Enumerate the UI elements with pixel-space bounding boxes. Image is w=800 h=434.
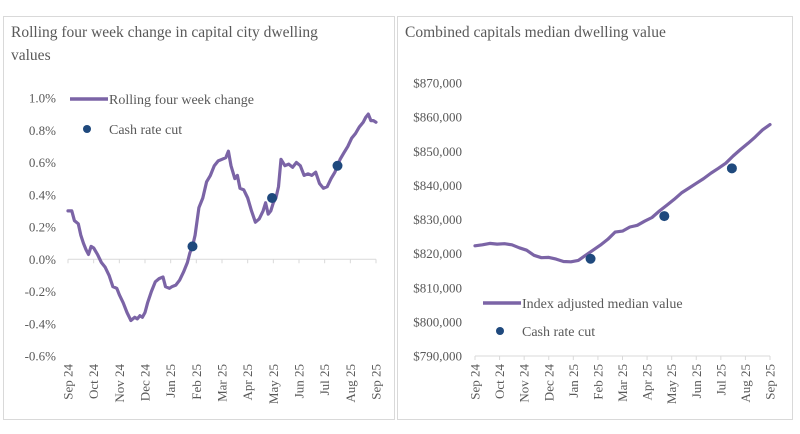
- right-x-tick-label: May 25: [664, 364, 679, 404]
- right-x-tick-label: Apr 25: [640, 364, 655, 400]
- left-y-tick-label: -0.2%: [25, 284, 57, 299]
- left-x-tick-label: Sep 25: [369, 364, 384, 400]
- right-y-tick-label: $800,000: [413, 314, 462, 329]
- right-x-tick-label: Sep 25: [763, 364, 778, 400]
- left-x-tick-label: Feb 25: [189, 364, 204, 400]
- left-x-tick-label: Dec 24: [138, 364, 153, 402]
- left-y-tick-label: -0.4%: [25, 316, 57, 331]
- left-y-tick-label: 0.8%: [29, 123, 56, 138]
- left-legend-line-label: Rolling four week change: [109, 93, 254, 108]
- right-x-tick-label: Dec 24: [541, 364, 556, 402]
- right-y-tick-label: $870,000: [413, 76, 462, 91]
- left-x-tick-label: Nov 24: [112, 364, 127, 403]
- left-y-tick-label: 0.0%: [29, 252, 56, 267]
- right-x-tick-label: Sep 24: [468, 364, 483, 400]
- right-legend-marker-label: Cash rate cut: [522, 325, 595, 340]
- right-y-tick-label: $790,000: [413, 349, 462, 364]
- right-x-tick-label: Feb 25: [590, 364, 605, 400]
- right-y-tick-label: $860,000: [413, 110, 462, 125]
- right-legend-line-label: Index adjusted median value: [522, 297, 683, 312]
- right-chart-panel: Combined capitals median dwelling value: [397, 16, 793, 420]
- right-y-tick-label: $830,000: [413, 212, 462, 227]
- left-chart-title: Rolling four week change in capital city…: [11, 24, 318, 64]
- left-y-tick-label: -0.6%: [25, 349, 57, 364]
- left-x-tick-label: Aug 25: [343, 364, 358, 403]
- right-y-tick-label: $840,000: [413, 178, 462, 193]
- right-x-tick-label: Jun 25: [689, 364, 704, 398]
- left-x-tick-label: Jul 25: [317, 364, 332, 395]
- right-chart-title: Combined capitals median dwelling value: [405, 24, 666, 41]
- left-legend-marker-label: Cash rate cut: [109, 123, 182, 138]
- right-y-tick-label: $850,000: [413, 144, 462, 159]
- left-y-tick-label: 1.0%: [29, 91, 56, 106]
- left-y-tick-label: 0.6%: [29, 155, 56, 170]
- right-cash-rate-cut-marker: [726, 163, 737, 174]
- right-cash-rate-cut-marker: [585, 253, 596, 264]
- left-x-tick-label: Sep 24: [61, 364, 76, 400]
- right-x-tick-label: Jul 25: [713, 364, 728, 395]
- right-y-tick-label: $820,000: [413, 246, 462, 261]
- right-x-tick-label: Mar 25: [615, 364, 630, 402]
- right-series-line: [473, 122, 772, 264]
- right-x-tick-label: Aug 25: [738, 364, 753, 403]
- right-legend-marker-swatch: [496, 327, 504, 335]
- left-series-line: [66, 112, 378, 323]
- left-x-tick-label: Oct 24: [86, 364, 101, 400]
- left-chart-panel: Rolling four week change in capital city…: [3, 16, 395, 420]
- left-x-tick-label: Apr 25: [240, 364, 255, 400]
- left-cash-rate-cut-marker: [267, 192, 278, 203]
- right-cash-rate-cut-marker: [659, 211, 670, 222]
- left-y-tick-label: 0.2%: [29, 220, 56, 235]
- left-x-tick-label: Jun 25: [292, 364, 307, 398]
- right-x-tick-label: Nov 24: [517, 364, 532, 403]
- right-y-tick-label: $810,000: [413, 280, 462, 295]
- left-cash-rate-cut-marker: [187, 241, 198, 252]
- left-x-tick-label: Mar 25: [215, 364, 230, 402]
- right-x-tick-label: Oct 24: [492, 364, 507, 400]
- right-x-tick-label: Jan 25: [566, 364, 581, 398]
- left-x-tick-label: Jan 25: [163, 364, 178, 398]
- left-legend-marker-swatch: [83, 125, 91, 133]
- left-cash-rate-cut-marker: [332, 160, 343, 171]
- left-y-tick-label: 0.4%: [29, 187, 56, 202]
- left-x-tick-label: May 25: [266, 364, 281, 404]
